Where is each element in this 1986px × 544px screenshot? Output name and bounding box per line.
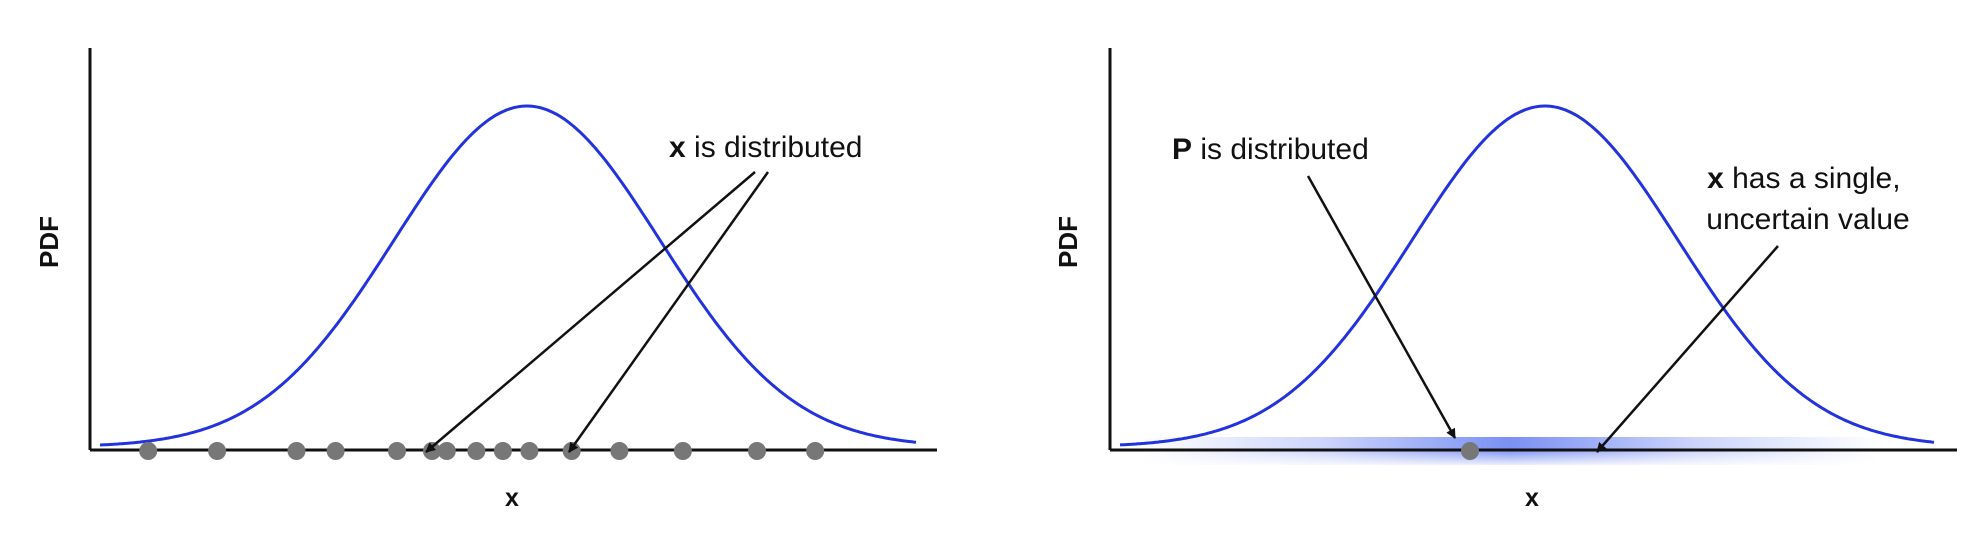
sample-dot-10	[520, 442, 539, 460]
sample-dot-3	[287, 442, 306, 460]
right-y-axis-label: PDF	[1053, 216, 1083, 268]
left-y-axis-label: PDF	[34, 216, 64, 268]
sample-dot-11	[562, 442, 581, 460]
right-annotation-right-line2: uncertain value	[1706, 203, 1909, 236]
sample-dot-2	[208, 442, 227, 460]
right-annotation-right-bold: x	[1707, 162, 1724, 195]
right-annotation-right: x has a single, uncertain value	[1706, 162, 1909, 236]
right-x-axis-label: x	[1525, 484, 1539, 512]
right-annotation-left-rest: is distributed	[1192, 133, 1369, 166]
right-annotation-right-line1: has a single,	[1724, 162, 1901, 195]
right-arrow-value	[1596, 245, 1779, 453]
right-arrow-band	[1306, 175, 1457, 439]
left-sample-dots	[139, 442, 825, 460]
sample-dot-7	[437, 442, 456, 460]
left-pdf-curve	[99, 104, 917, 447]
right-annotation-left-bold: P	[1172, 133, 1192, 166]
right-annotation-left: P is distributed	[1172, 133, 1369, 166]
left-arrow-1	[425, 171, 756, 453]
left-annotation-bold: x	[669, 131, 686, 164]
single-value-dot-marker	[1461, 442, 1479, 460]
sample-dot-13	[673, 442, 692, 460]
left-panel: PDF x x is distributed	[34, 48, 937, 512]
sample-dot-14	[748, 442, 766, 460]
sample-dot-4	[326, 442, 345, 460]
left-annotation-rest: is distributed	[686, 131, 863, 164]
sample-dot-8	[467, 442, 486, 460]
sample-dot-5	[388, 442, 406, 460]
right-pdf-curve	[1119, 104, 1935, 447]
sample-dot-15	[806, 442, 825, 460]
sample-dot-9	[493, 442, 512, 460]
left-arrow-2	[567, 171, 770, 453]
sample-dot-1	[139, 442, 158, 460]
sample-dot-12	[610, 442, 629, 460]
left-x-axis-label: x	[505, 484, 519, 512]
single-value-dot	[1461, 442, 1479, 460]
left-annotation: x is distributed	[669, 131, 862, 164]
right-panel: PDF x P is distributed x has a single, u…	[1053, 48, 1957, 512]
